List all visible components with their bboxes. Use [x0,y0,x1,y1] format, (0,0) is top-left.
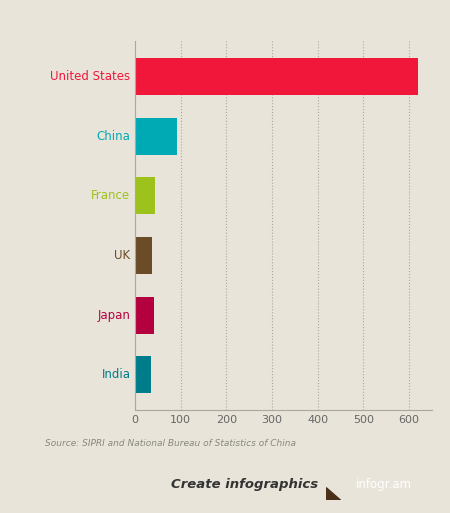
Text: United States: United States [50,70,130,83]
Bar [135,118,176,155]
Bar [135,356,152,393]
Text: China: China [97,130,130,143]
Bar [135,237,153,274]
Text: infogr.am: infogr.am [356,478,412,491]
Bar [135,297,154,333]
Bar [135,177,155,214]
Bar [135,58,418,95]
Text: UK: UK [114,249,130,262]
Text: Japan: Japan [98,309,130,322]
Text: France: France [91,189,130,203]
Text: Create infographics: Create infographics [171,478,318,491]
Text: India: India [101,368,130,381]
Polygon shape [326,488,341,500]
Text: Source: SIPRI and National Bureau of Statistics of China: Source: SIPRI and National Bureau of Sta… [45,439,296,448]
